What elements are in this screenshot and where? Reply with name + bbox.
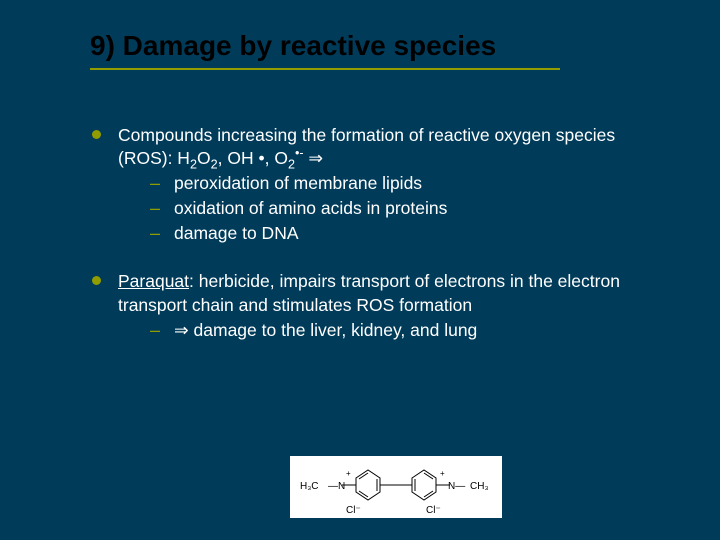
chem-cl-left: Cl⁻ bbox=[346, 505, 361, 516]
ros-o2: , O bbox=[265, 148, 288, 168]
bullet-2-sub-1: ⇒ damage to the liver, kidney, and lung bbox=[118, 319, 670, 342]
bullet-1-text: Compounds increasing the formation of re… bbox=[118, 125, 615, 168]
slide: 9) Damage by reactive species Compounds … bbox=[0, 0, 720, 540]
sub-2a: 2 bbox=[190, 158, 197, 172]
ros-oh: , OH bbox=[218, 148, 254, 168]
arrow-1: ⇒ bbox=[304, 148, 324, 168]
bullet-1-sub-1: peroxidation of membrane lipids bbox=[118, 172, 670, 195]
title-underline bbox=[90, 68, 560, 70]
paraquat-structure: H₃C —N N— CH₃ + + Cl⁻ Cl⁻ bbox=[290, 456, 502, 518]
chem-cl-right: Cl⁻ bbox=[426, 505, 441, 516]
paraquat-rest: : herbicide, impairs transport of electr… bbox=[118, 271, 620, 314]
bullet-2-text: Paraquat: herbicide, impairs transport o… bbox=[118, 271, 620, 314]
slide-content: Compounds increasing the formation of re… bbox=[90, 124, 670, 342]
bullet-1: Compounds increasing the formation of re… bbox=[90, 124, 670, 245]
chem-svg: H₃C —N N— CH₃ + + Cl⁻ Cl⁻ bbox=[290, 456, 502, 518]
sup-o2: •- bbox=[295, 146, 304, 160]
chem-right-charge: + bbox=[440, 469, 445, 478]
sub-2b: 2 bbox=[211, 158, 218, 172]
ros-dot1: • bbox=[254, 148, 265, 168]
bullet-2-sub-1-text: damage to the liver, kidney, and lung bbox=[189, 320, 478, 340]
bullet-2: Paraquat: herbicide, impairs transport o… bbox=[90, 270, 670, 341]
bullet-1-sub-2: oxidation of amino acids in proteins bbox=[118, 197, 670, 220]
sub-o2: 2 bbox=[288, 158, 295, 172]
chem-left-label: H₃C bbox=[300, 481, 319, 492]
chem-right-n: N— bbox=[448, 481, 465, 492]
slide-title: 9) Damage by reactive species bbox=[90, 30, 670, 62]
bullet-1-sub-3: damage to DNA bbox=[118, 222, 670, 245]
chem-right-label: CH₃ bbox=[470, 481, 489, 492]
paraquat-label: Paraquat bbox=[118, 271, 189, 291]
chem-left-charge: + bbox=[346, 469, 351, 478]
chem-left-n: —N bbox=[328, 481, 345, 492]
ros-o: O bbox=[197, 148, 211, 168]
arrow-2: ⇒ bbox=[174, 320, 189, 340]
